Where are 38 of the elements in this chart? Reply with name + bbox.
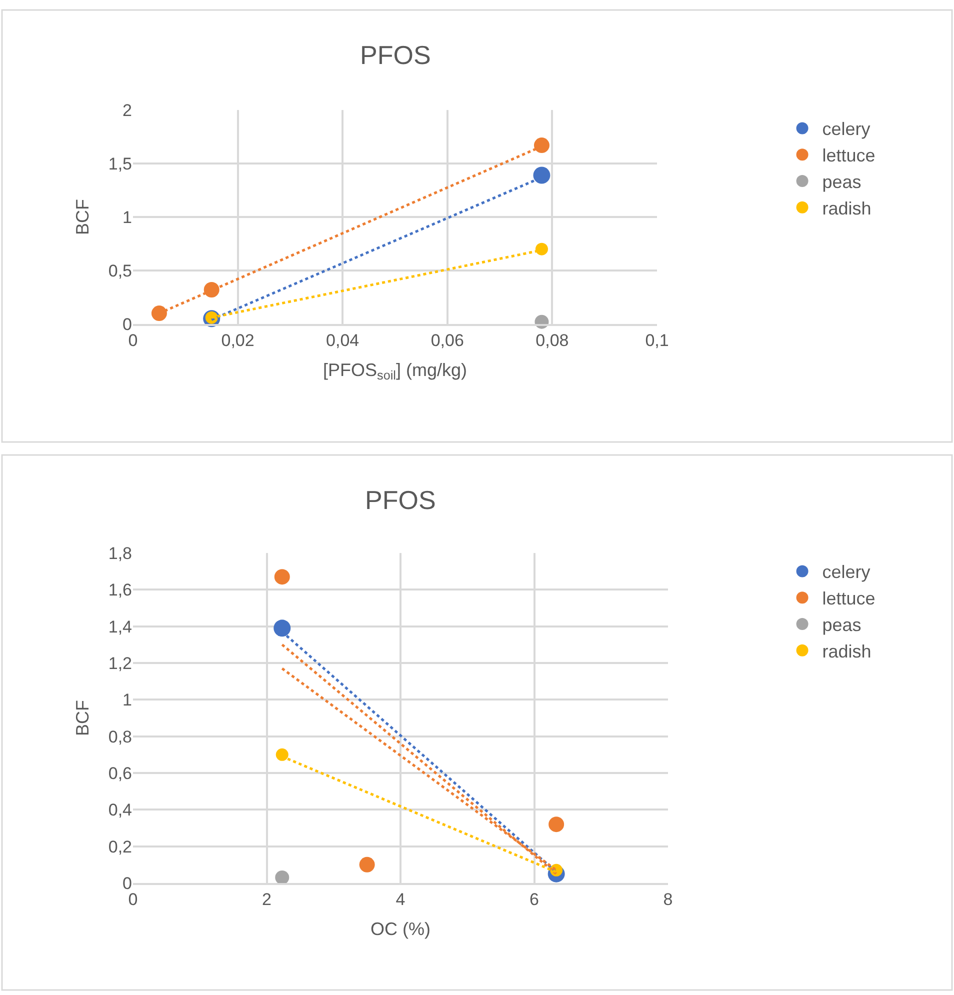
- y-axis-title: BCF: [72, 198, 93, 235]
- x-tick-label: 0,08: [536, 331, 569, 350]
- x-axis-title: OC (%): [370, 918, 430, 939]
- x-tick-label: 0,06: [430, 331, 464, 350]
- chart-title: PFOS: [360, 40, 431, 70]
- legend-label: lettuce: [822, 146, 876, 166]
- x-tick-label: 2: [262, 890, 272, 910]
- y-tick-label: 0,6: [108, 764, 132, 783]
- y-tick-label: 0,2: [108, 837, 132, 856]
- y-tick-label: 1,6: [108, 580, 132, 600]
- y-tick-label: 1,5: [108, 154, 132, 174]
- x-tick-label: 4: [396, 890, 406, 910]
- x-tick-label: 0,02: [221, 331, 254, 350]
- legend-label: celery: [822, 562, 870, 582]
- legend-label: lettuce: [822, 588, 876, 609]
- y-tick-label: 0: [122, 314, 132, 334]
- legend-label: celery: [822, 119, 870, 140]
- y-tick-label: 1: [122, 690, 132, 710]
- y-tick-label: 1,8: [108, 544, 132, 563]
- y-tick-label: 0,5: [108, 261, 132, 280]
- x-tick-label: 0,04: [326, 331, 360, 350]
- y-tick-label: 2: [122, 100, 132, 120]
- y-tick-label: 1,4: [108, 617, 132, 636]
- legend-label: peas: [822, 172, 862, 192]
- legend-label: radish: [822, 198, 872, 218]
- y-tick-label: 0: [122, 874, 132, 893]
- x-tick-label: 6: [530, 890, 539, 910]
- legend-label: peas: [822, 615, 862, 636]
- y-tick-label: 0,8: [108, 727, 132, 746]
- x-tick-label: 0,1: [645, 331, 669, 350]
- y-axis-title: BCF: [72, 700, 93, 736]
- x-tick-label: 8: [663, 890, 673, 910]
- y-tick-label: 1,2: [108, 654, 132, 673]
- y-tick-label: 1: [122, 208, 132, 227]
- chart-title: PFOS: [365, 485, 436, 515]
- y-tick-label: 0,4: [108, 800, 132, 820]
- legend-label: radish: [822, 641, 872, 662]
- x-axis-title: [PFOS$_{soil}$] (mg/kg): [323, 360, 467, 383]
